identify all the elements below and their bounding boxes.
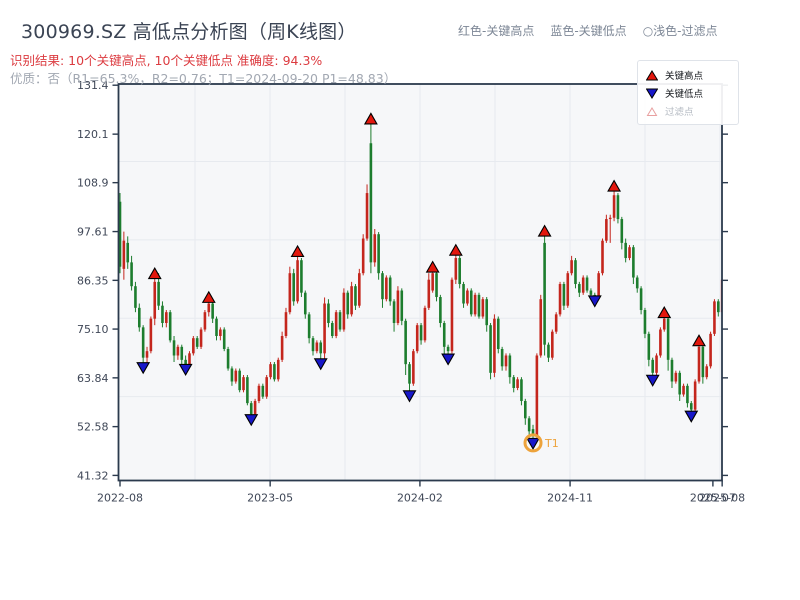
top-legend-key-low-label: 蓝色-关键低点	[550, 24, 627, 38]
t1-label: T1	[544, 437, 559, 450]
legend-row-key-low: 关键低点	[646, 84, 730, 102]
svg-text:2023-05: 2023-05	[247, 492, 293, 505]
svg-text:108.9: 108.9	[77, 177, 109, 190]
svg-text:2024-11: 2024-11	[547, 492, 593, 505]
svg-text:2025-08: 2025-08	[699, 492, 745, 505]
svg-text:75.10: 75.10	[77, 323, 109, 336]
key-low-markers	[136, 295, 699, 450]
svg-text:63.84: 63.84	[77, 372, 109, 385]
svg-text:131.4: 131.4	[77, 79, 109, 92]
svg-text:2022-08: 2022-08	[97, 492, 143, 505]
key-high-markers	[147, 112, 706, 347]
quality-summary-text: 优质：否（R1=65.3%，R2=0.76；T1=2024-09-20 P1=4…	[10, 71, 397, 86]
legend-filtered-label: 过滤点	[665, 107, 694, 118]
recognition-result-text: 识别结果: 10个关键高点, 10个关键低点 准确度: 94.3%	[10, 53, 323, 68]
y-axis-tick-labels: 131.4 120.1 108.9 97.61 86.35 75.10 63.84 52.58…	[77, 79, 109, 482]
filtered-point-triangle-icon	[646, 106, 658, 116]
blue-down-triangle-icon	[646, 88, 658, 99]
t1-highlight-marker: T1	[523, 433, 559, 453]
svg-text:52.58: 52.58	[77, 421, 109, 434]
top-legend: 红色-关键高点 蓝色-关键低点 ○浅色-过滤点	[458, 22, 718, 39]
svg-text:2024-02: 2024-02	[397, 492, 443, 505]
red-up-triangle-icon	[646, 69, 658, 80]
x-axis-tick-labels: 2022-08 2023-05 2024-02 2024-11 2025-072025-…	[97, 492, 745, 505]
svg-text:41.32: 41.32	[77, 469, 109, 482]
legend-key-low-label: 关键低点	[665, 89, 704, 100]
svg-text:120.1: 120.1	[77, 128, 109, 141]
candlestick-series	[118, 119, 722, 443]
top-legend-filtered-label: ○浅色-过滤点	[642, 24, 718, 38]
legend-key-high-label: 关键高点	[665, 71, 704, 82]
in-chart-legend: 关键高点 关键低点 过滤点	[637, 60, 739, 125]
svg-text:97.61: 97.61	[77, 226, 109, 239]
svg-text:2025-07: 2025-07	[690, 492, 736, 505]
top-legend-key-high-label: 红色-关键高点	[458, 24, 535, 38]
legend-row-filtered: 过滤点	[646, 102, 730, 120]
gridlines	[118, 84, 722, 481]
legend-row-key-high: 关键高点	[646, 66, 730, 84]
page-title: 300969.SZ 高低点分析图（周K线图）	[21, 21, 357, 43]
svg-text:86.35: 86.35	[77, 274, 109, 287]
